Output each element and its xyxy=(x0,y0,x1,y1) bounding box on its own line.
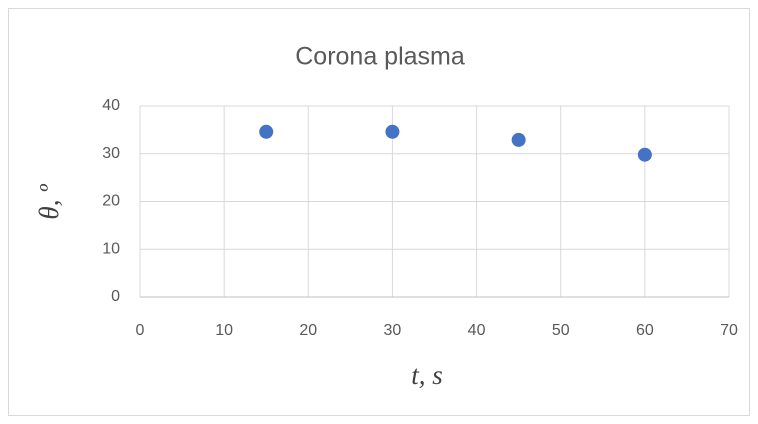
x-axis-label: t, s xyxy=(411,360,443,390)
x-tick-label: 10 xyxy=(215,322,233,339)
data-point xyxy=(259,124,274,139)
data-point xyxy=(637,147,652,162)
x-tick-label: 60 xyxy=(636,322,654,339)
y-tick-label: 30 xyxy=(102,145,120,162)
y-tick-label: 20 xyxy=(102,193,120,210)
x-tick-label: 40 xyxy=(468,322,486,339)
x-tick-label: 30 xyxy=(384,322,402,339)
data-point xyxy=(511,132,526,147)
x-tick-label: 70 xyxy=(720,322,738,339)
data-point xyxy=(385,124,400,139)
y-tick-label: 0 xyxy=(111,288,120,305)
x-tick-label: 50 xyxy=(552,322,570,339)
chart-border xyxy=(8,8,750,416)
x-tick-label: 20 xyxy=(299,322,317,339)
y-tick-label: 40 xyxy=(102,97,120,114)
x-tick-label: 0 xyxy=(136,322,145,339)
chart-title: Corona plasma xyxy=(295,43,465,71)
y-tick-label: 10 xyxy=(102,240,120,257)
y-axis-label: θ, º xyxy=(34,184,64,220)
